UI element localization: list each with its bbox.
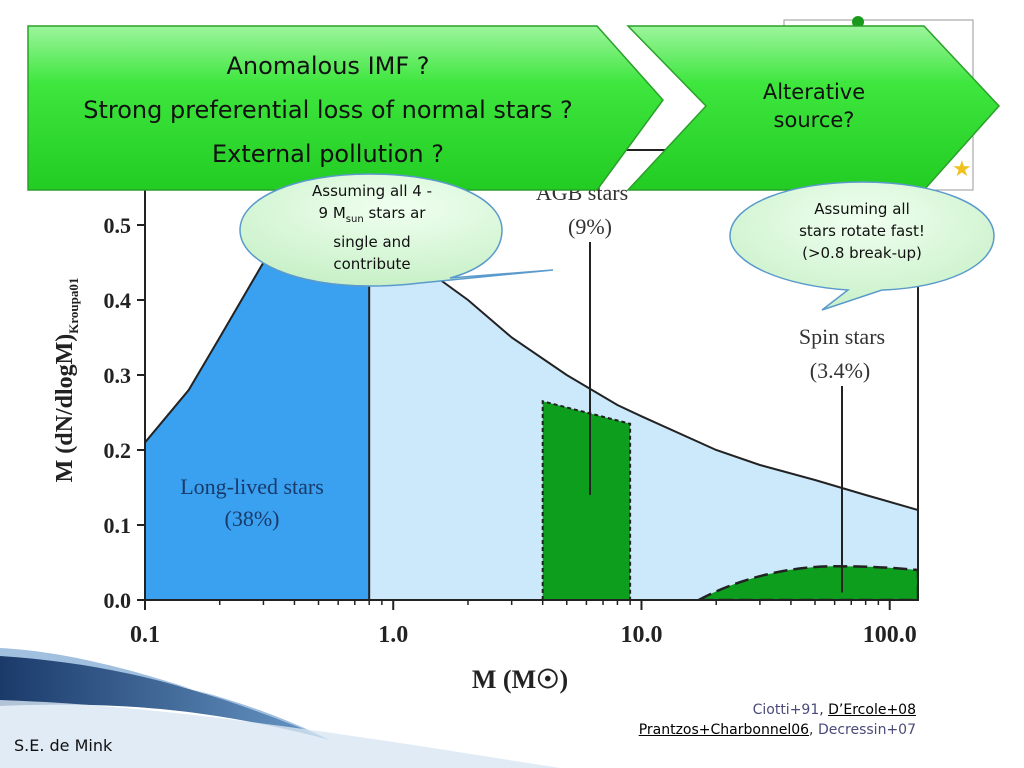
left-bubble-line-1: Assuming all 4 -: [312, 182, 432, 200]
x-tick-label: 0.1: [130, 622, 160, 648]
x-tick-label: 10.0: [620, 622, 662, 648]
main-arrow-shape: [27, 25, 664, 191]
right-bubble-line-1: Assuming all: [814, 200, 910, 218]
alt-arrow-line-2: source?: [773, 108, 855, 132]
spin-percent: (3.4%): [810, 358, 870, 383]
y-axis-label: M (dN/dlogM)Kroupa01: [52, 278, 81, 483]
spin-area: [698, 564, 918, 600]
y-tick-label: 0.5: [104, 213, 132, 238]
long-lived-percent: (38%): [225, 506, 280, 531]
long-lived-area: [145, 195, 370, 600]
citation-link-dercole[interactable]: D’Ercole+08: [828, 702, 916, 718]
main-arrow-line-1: Anomalous IMF ?: [226, 52, 430, 80]
right-bubble-line-3: (>0.8 break-up): [802, 244, 922, 262]
swoosh-dark: [0, 656, 330, 740]
swoosh-pale: [0, 700, 560, 768]
citation: Ciotti+91, D’Ercole+08 Prantzos+Charbonn…: [639, 700, 916, 740]
main-arrow-text: Anomalous IMF ? Strong preferential loss…: [28, 44, 628, 176]
left-bubble-line-3: single and: [333, 233, 411, 251]
spin-label: Spin stars: [799, 324, 885, 349]
x-axis-label: M (M☉): [472, 665, 568, 694]
x-tick-label: 1.0: [378, 622, 408, 648]
y-tick-label: 0.3: [104, 363, 132, 388]
x-tick-label: 100.0: [863, 622, 917, 648]
right-bubble-line-2: stars rotate fast!: [799, 222, 925, 240]
left-speech-bubble: [239, 173, 554, 287]
y-tick-label: 0.4: [104, 288, 132, 313]
left-bubble-text: Assuming all 4 - 9 Msun stars ar single …: [272, 180, 472, 275]
swoosh-light: [0, 648, 330, 740]
long-lived-label: Long-lived stars: [180, 474, 324, 499]
alt-arrow-text: Alterative source?: [714, 78, 914, 134]
citation-line-2: Prantzos+Charbonnel06, Decressin+07: [638, 722, 916, 738]
left-bubble-line-4: contribute: [333, 255, 411, 273]
main-arrow-line-3: External pollution ?: [211, 140, 444, 168]
main-arrow-line-2: Strong preferential loss of normal stars…: [83, 96, 573, 124]
x-axis: 0.1 1.0 10.0 100.0: [130, 600, 917, 648]
green-dot-icon: [852, 16, 864, 28]
y-axis: 0.0 0.1 0.2 0.3 0.4 0.5: [104, 213, 145, 613]
left-bubble-line-2: 9 Msun stars ar: [318, 204, 426, 225]
y-tick-label: 0.0: [104, 588, 132, 613]
agb-percent: (9%): [568, 214, 612, 239]
right-speech-bubble: [729, 181, 995, 311]
y-tick-label: 0.2: [104, 438, 132, 463]
citation-line-1: Ciotti+91, D’Ercole+08: [752, 702, 916, 718]
y-tick-label: 0.1: [104, 513, 132, 538]
citation-link-prantzos[interactable]: Prantzos+Charbonnel06: [638, 722, 810, 738]
right-bubble-text: Assuming all stars rotate fast! (>0.8 br…: [762, 198, 962, 264]
author-name: S.E. de Mink: [14, 736, 113, 755]
star-icon: ★: [952, 156, 972, 181]
y-axis-label-group: M (dN/dlogM)Kroupa01: [52, 278, 81, 483]
agb-area: [541, 399, 632, 600]
alt-arrow-line-1: Alterative: [762, 80, 866, 104]
